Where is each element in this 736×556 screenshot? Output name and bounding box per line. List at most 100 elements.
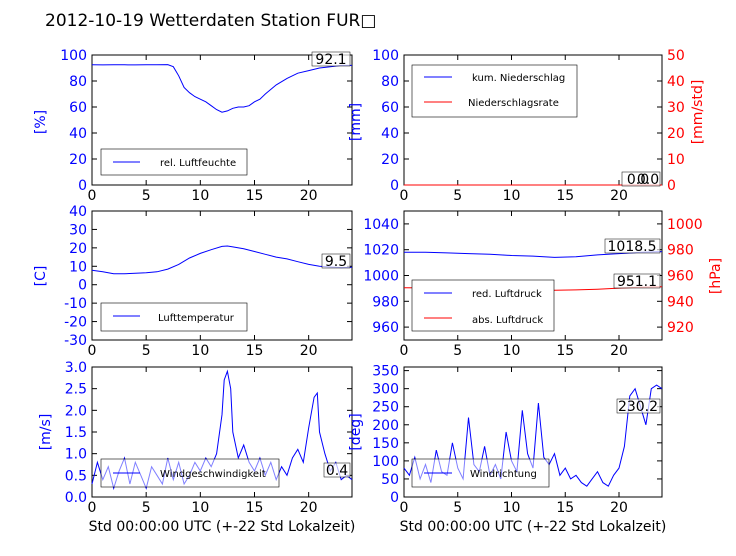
x-tick-label: 10 [503,343,521,359]
y-tick-label: -30 [64,333,87,349]
x-tick-label: 15 [246,500,264,516]
pressure-legend-label-red: red. Luftdruck [472,289,542,300]
temp-y-axis-label: [C] [33,266,49,287]
y-tick-label: 2.0 [65,403,87,419]
y-tick-label: 30 [69,222,87,238]
series-line-1 [404,251,663,258]
windspeed-x-ticks: 0 5 10 15 20 [88,367,318,516]
winddir-y-axis-label: [deg] [348,413,364,450]
winddir-x-ticks: 0 5 10 15 20 [400,367,628,516]
precip-legend [411,64,578,118]
y-tick-label: 10 [69,259,87,275]
y-tick-label: 20 [381,152,399,168]
x-tick-label: 20 [610,343,628,359]
y-tick-label: 0 [78,278,87,294]
y2-tick-label: 20 [667,126,685,142]
x-tick-label: 20 [300,188,318,204]
y-tick-label: 20 [69,241,87,257]
humidity-series [91,64,352,113]
x-tick-label: 10 [503,500,521,516]
x-tick-label: 0 [400,188,409,204]
x-tick-label: 0 [88,500,97,516]
x-tick-label: 20 [300,500,318,516]
y-tick-label: 2.5 [65,382,87,398]
winddir-value-annotation: 230.2 [618,399,658,415]
y-tick-label: 1020 [363,243,399,259]
precip-x-ticks: 0 5 10 15 20 [400,55,628,204]
x-tick-label: 15 [556,343,574,359]
precip-y2-ticks: 0 10 20 30 40 50 [657,48,685,194]
y-tick-label: -10 [64,296,87,312]
pressure-legend-label-abs: abs. Luftdruck [472,315,543,326]
y-tick-label: 50 [381,472,399,488]
winddir-y-ticks: 0 50 100 150 200 250 300 350 [372,364,662,506]
x-tick-label: 5 [453,343,462,359]
y-tick-label: 80 [69,74,87,90]
y2-tick-label: 30 [667,100,685,116]
precip-rate-annotation: 0.0 [637,172,659,188]
panel-wind-speed: 0.0 0.5 1.0 1.5 2.0 2.5 3.0 0 5 10 15 20 [m/s] Win… [38,360,355,535]
pressure-x-ticks: 0 5 10 15 20 [400,211,628,359]
x-tick-label: 0 [88,343,97,359]
winddir-legend-label: Windrichtung [470,469,537,480]
windspeed-y-axis-label: [m/s] [38,414,54,451]
humidity-y-ticks: 0 20 40 60 80 100 [60,48,352,194]
y2-tick-label: 920 [667,320,694,336]
precip-legend-label-rate: Niederschlagsrate [468,98,559,109]
precip-y-ticks: 0 20 40 60 80 100 [372,48,409,194]
windspeed-value-box [323,462,351,478]
x-tick-label: 15 [556,188,574,204]
temp-series [91,245,353,275]
y-tick-label: 40 [69,204,87,220]
y-tick-label: 0 [390,178,399,194]
x-tick-label: 10 [191,500,209,516]
pressure-y-ticks: 960 980 1000 1020 1040 [363,217,409,336]
temp-value-annotation: 9.5 [325,254,347,270]
x-tick-label: 10 [191,343,209,359]
windspeed-legend-label: Windgeschwindigkeit [160,469,266,480]
y-tick-label: 40 [381,126,399,142]
x-tick-label: 15 [556,500,574,516]
x-tick-label: 5 [142,500,151,516]
x-tick-label: 20 [610,188,628,204]
y-tick-label: 20 [69,152,87,168]
pressure-abs-annotation: 951.1 [617,274,657,290]
y-tick-label: 0 [78,178,87,194]
x-tick-label: 20 [610,500,628,516]
temp-legend [100,302,248,332]
y-tick-label: 1.5 [65,425,87,441]
y-tick-label: 0.0 [65,490,87,506]
y-tick-label: 80 [381,74,399,90]
y-tick-label: 1040 [363,217,399,233]
y2-tick-label: 1000 [667,217,703,233]
pressure-y2-axis-label: [hPa] [708,258,724,294]
winddir-x-axis-label: Std 00:00:00 UTC (+-22 Std Lokalzeit) [400,519,667,535]
y-tick-label: 200 [372,418,399,434]
winddir-plot-frame [403,366,663,498]
precip-cum-annotation: 0.0 [627,172,649,188]
y-tick-label: 100 [372,454,399,470]
panel-temperature: -30 -20 -10 0 10 20 30 40 0 5 10 15 20 [C] 9.5 Luft… [33,204,353,359]
precip-y-axis-label: [mm] [348,103,364,141]
y-tick-label: 100 [60,48,87,64]
pressure-red-annotation: 1018.5 [608,239,657,255]
y-tick-label: 3.0 [65,360,87,376]
precip-value-box [621,171,661,187]
x-tick-label: 0 [400,500,409,516]
x-tick-label: 5 [142,188,151,204]
y-tick-label: 350 [372,364,399,380]
y-tick-label: 1.0 [65,447,87,463]
x-tick-label: 5 [142,343,151,359]
x-tick-label: 20 [300,343,318,359]
pressure-legend [411,279,555,332]
x-tick-label: 0 [88,188,97,204]
humidity-x-ticks: 0 5 10 15 20 [88,55,318,204]
x-tick-label: 10 [191,188,209,204]
y2-tick-label: 980 [667,243,694,259]
temp-value-box [321,253,351,269]
y2-tick-label: 10 [667,152,685,168]
precip-legend-label-cum: kum. Niederschlag [472,73,565,84]
